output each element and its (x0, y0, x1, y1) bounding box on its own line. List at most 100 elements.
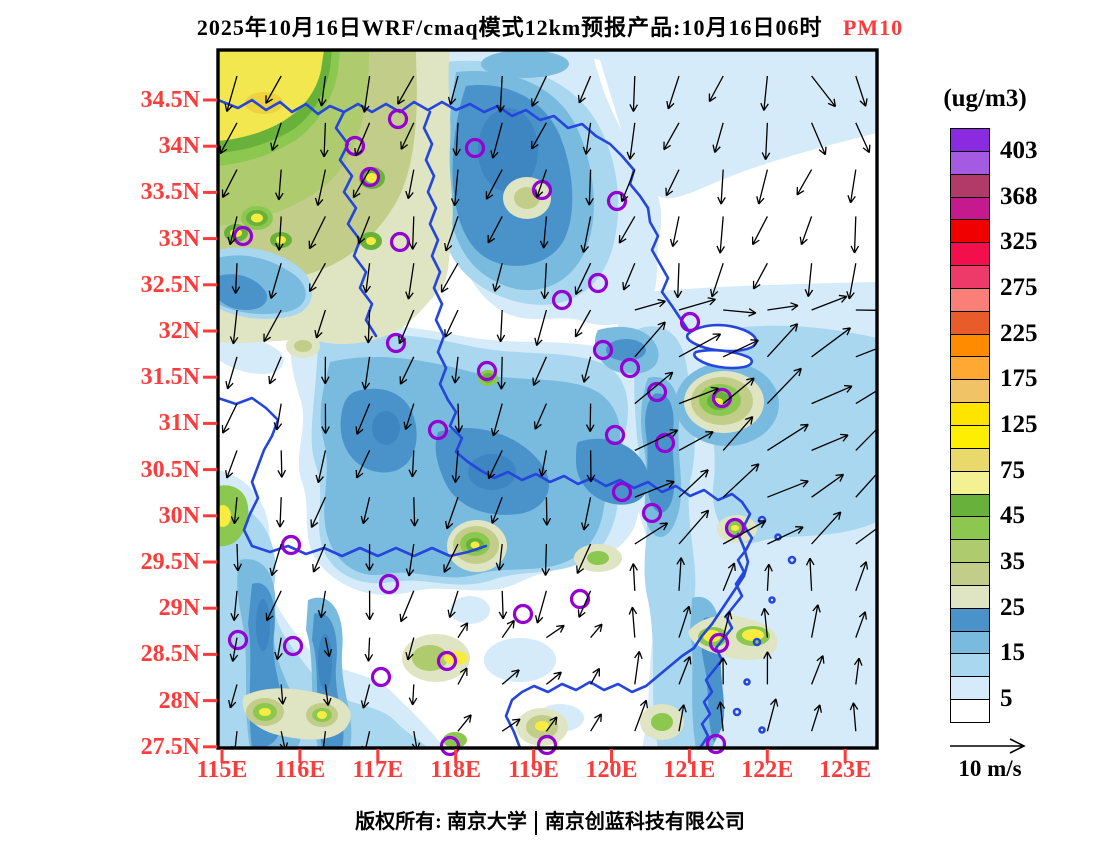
station-marker (385, 332, 407, 354)
colorbar-box (950, 196, 990, 221)
wind-arrow (501, 619, 515, 638)
wind-arrow (716, 216, 726, 254)
wind-arrow (365, 590, 374, 621)
lat-label: 30N (158, 502, 200, 529)
wind-arrow (310, 496, 326, 528)
wind-arrow (542, 497, 552, 526)
lon-label: 116E (274, 757, 326, 783)
wind-arrow (574, 309, 592, 338)
lat-label: 34.5N (140, 87, 200, 113)
colorbar-tick-label: 15 (1000, 639, 1025, 667)
wind-arrow (263, 309, 282, 343)
colorbar-box (950, 424, 990, 450)
wind-arrow (751, 216, 768, 246)
wind-arrow (855, 561, 869, 592)
wind-arrow (490, 403, 503, 437)
wind-arrow (405, 263, 415, 300)
wind-arrow (457, 622, 469, 638)
wind-arrow (265, 590, 282, 622)
wind-arrow (634, 371, 674, 405)
colorbar-tick-label: 325 (1000, 228, 1038, 256)
map-frame (216, 48, 879, 750)
wind-arrow (634, 321, 666, 358)
colorbar-box (950, 470, 990, 496)
wind-arrow (722, 377, 755, 405)
title-pollutant: PM10 (842, 15, 904, 40)
station-marker (232, 225, 254, 247)
station-marker (604, 424, 626, 446)
lat-label: 27.5N (140, 733, 200, 760)
wind-arrow (227, 216, 238, 246)
wind-arrow (628, 606, 638, 638)
wind-arrow (268, 263, 282, 299)
wind-arrow (447, 75, 459, 106)
station-marker (427, 419, 449, 441)
wind-arrow (722, 520, 767, 545)
wind-arrow (490, 496, 503, 524)
lon-label: 122E (741, 757, 794, 783)
colorbar-box (950, 173, 990, 199)
wind-arrow (855, 309, 877, 311)
station-marker (592, 339, 614, 361)
wind-arrow (663, 122, 680, 151)
wind-arrow (722, 339, 759, 358)
wind-arrow (810, 604, 821, 638)
wind-arrow (231, 263, 241, 294)
wind-arrow (634, 298, 666, 311)
wind-arrow (761, 122, 771, 161)
wind-arrow (323, 637, 333, 658)
wind-arrow (443, 543, 459, 573)
colorbar-tick-label: 403 (1000, 136, 1038, 164)
wind-arrow (274, 637, 283, 661)
colorbar-box (950, 265, 990, 290)
wind-arrow (669, 216, 680, 248)
wind-arrow (634, 480, 675, 498)
wind-arrow (501, 669, 520, 685)
colorbar-tick-label: 275 (1000, 273, 1038, 301)
island (768, 596, 776, 604)
wind-arrow (365, 543, 374, 571)
wind-arrow (811, 384, 853, 405)
wind-arrow (277, 450, 287, 478)
lon-label: 121E (663, 757, 716, 783)
wind-arrow (531, 75, 547, 107)
colorbar-box (950, 630, 990, 655)
wind-arrow (756, 169, 769, 205)
wind-arrow (722, 562, 736, 592)
wind-arrow (265, 75, 282, 104)
wind-arrow (318, 75, 327, 107)
wind-arrow (811, 327, 852, 358)
wind-arrow (760, 607, 770, 638)
station-marker (227, 629, 249, 651)
lat-label: 28.5N (140, 641, 200, 668)
colorbar-box (950, 287, 990, 313)
station-marker (512, 603, 534, 625)
wind-arrow (487, 450, 503, 480)
wind-arrow (362, 263, 372, 294)
wind-arrow (454, 403, 464, 433)
wind-arrow (716, 701, 726, 732)
wind-arrow (364, 637, 374, 662)
lon-label: 123E (819, 757, 872, 783)
wind-arrow (764, 563, 773, 591)
island-chongming (685, 323, 758, 353)
colorbar-box (950, 379, 990, 404)
wind-arrow (580, 497, 592, 531)
station-marker (436, 650, 458, 672)
wind-arrow (541, 543, 551, 576)
station-marker (679, 311, 701, 333)
station-marker (569, 588, 591, 610)
station-marker (619, 357, 641, 379)
station-marker (606, 190, 628, 212)
wind-arrow (855, 427, 877, 451)
wind-arrow (275, 169, 284, 201)
wind-arrow (277, 684, 287, 705)
wind-arrow (585, 403, 595, 432)
wind-arrow (590, 713, 602, 732)
wind-arrow (545, 671, 562, 685)
wind-arrow (634, 429, 679, 451)
lon-label: 118E (430, 757, 482, 783)
wind-arrow (534, 309, 548, 347)
wind-arrow (320, 356, 330, 385)
wind-arrow (752, 262, 768, 290)
